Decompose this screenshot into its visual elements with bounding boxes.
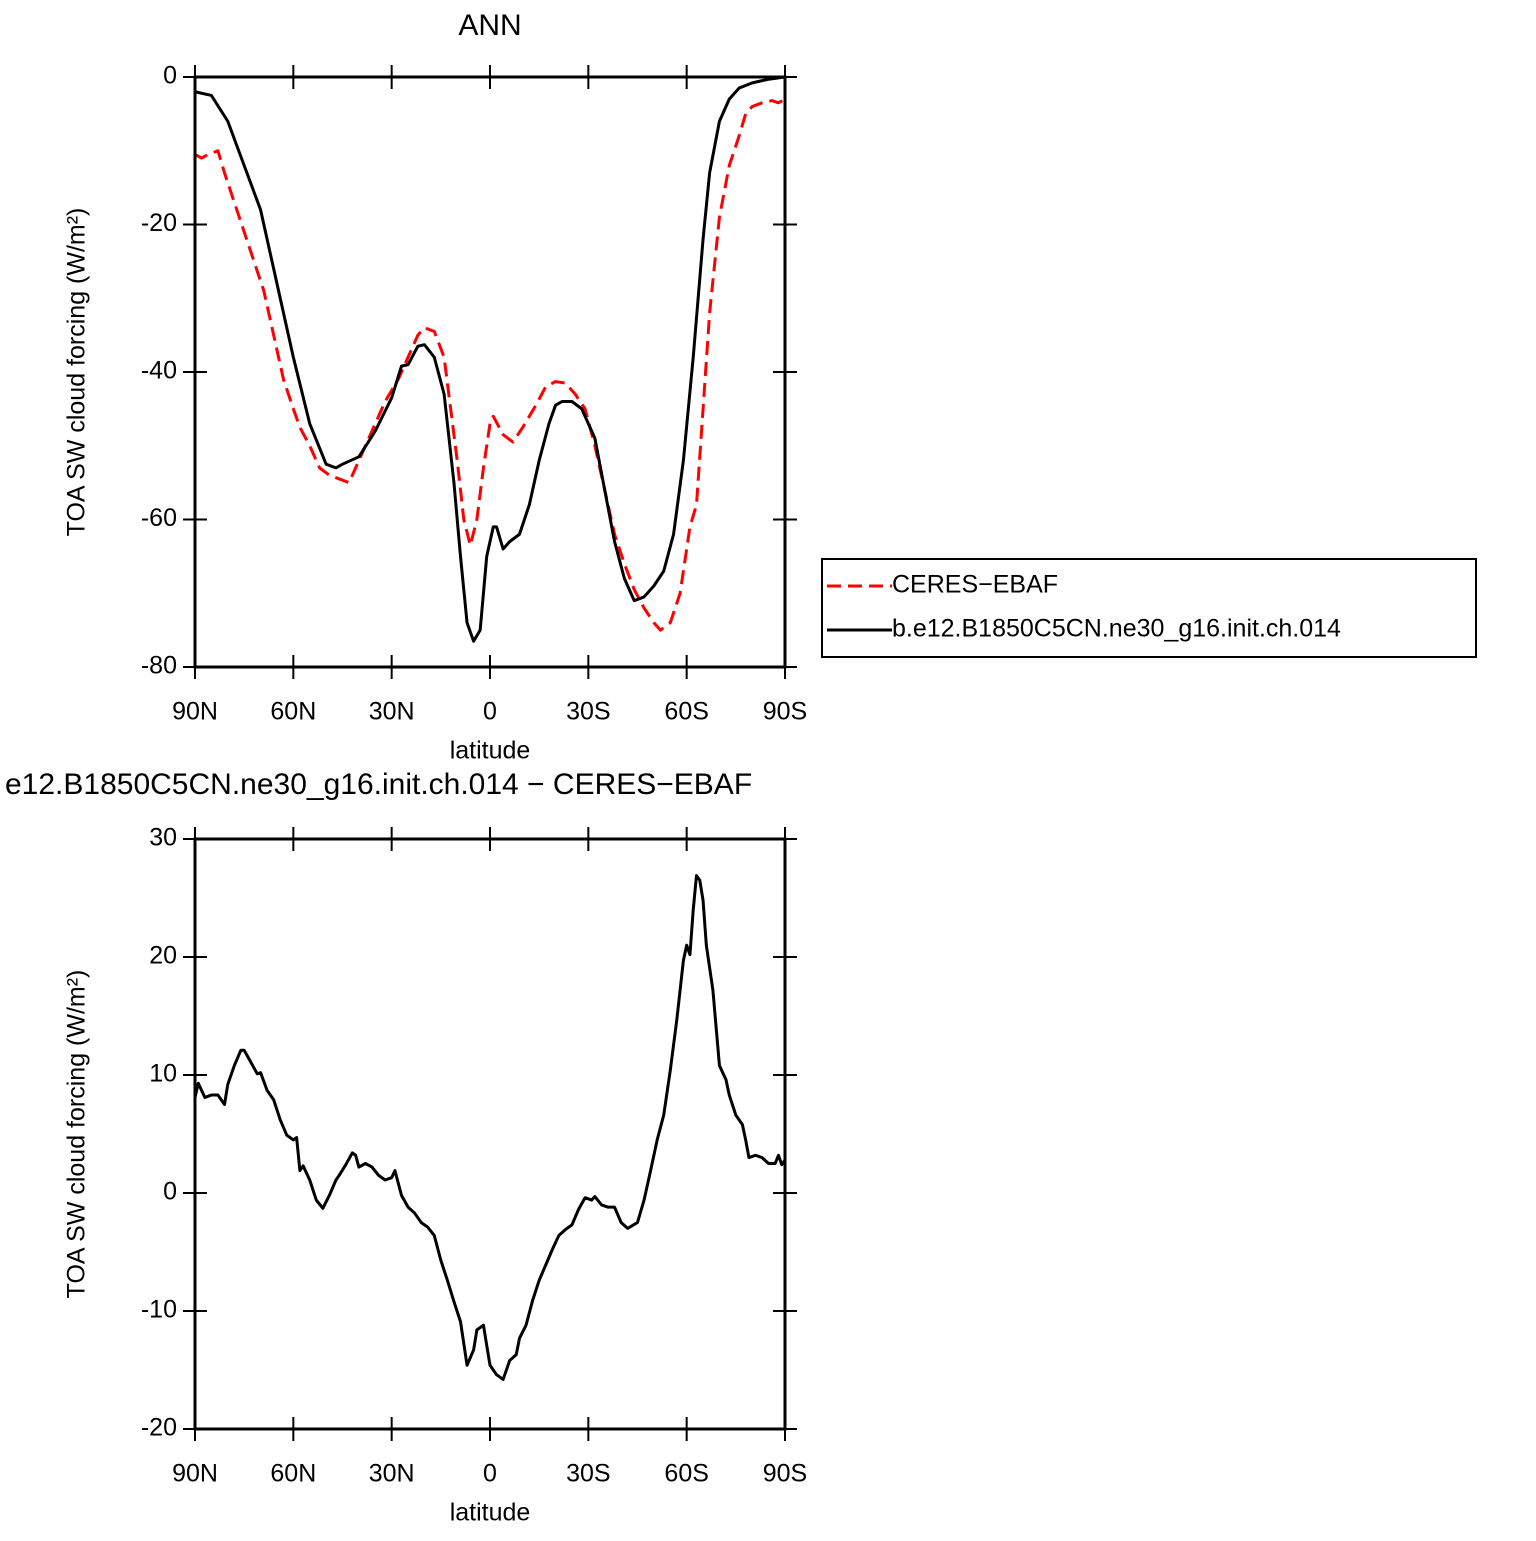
y-tick-label: -40 xyxy=(141,357,177,385)
x-tick-label: 90S xyxy=(763,1460,807,1488)
legend-label: b.e12.B1850C5CN.ne30_g16.init.ch.014 xyxy=(892,615,1341,643)
y-tick-label: -20 xyxy=(141,1414,177,1442)
x-tick-label: 90S xyxy=(763,698,807,726)
y-tick-label: 20 xyxy=(149,942,177,970)
chart-title: e12.B1850C5CN.ne30_g16.init.ch.014 − CER… xyxy=(5,768,752,801)
y-axis-label: TOA SW cloud forcing (W/m²) xyxy=(63,208,91,537)
y-tick-label: -20 xyxy=(141,209,177,237)
y-tick-label: 0 xyxy=(163,1178,177,1206)
data-line xyxy=(193,874,787,1381)
y-axis-label: TOA SW cloud forcing (W/m²) xyxy=(63,970,91,1299)
y-tick-label: 30 xyxy=(149,824,177,852)
legend-label: CERES−EBAF xyxy=(892,571,1058,599)
x-tick-label: 60S xyxy=(664,698,708,726)
y-tick-label: 0 xyxy=(163,62,177,90)
x-tick-label: 30N xyxy=(369,698,415,726)
x-axis-label: latitude xyxy=(450,737,531,765)
x-tick-label: 90N xyxy=(172,698,218,726)
x-tick-label: 30S xyxy=(566,1460,610,1488)
legend: CERES−EBAF b.e12.B1850C5CN.ne30_g16.init.… xyxy=(821,558,1477,658)
x-tick-label: 0 xyxy=(483,698,497,726)
x-tick-label: 90N xyxy=(172,1460,218,1488)
x-tick-label: 0 xyxy=(483,1460,497,1488)
x-tick-label: 30N xyxy=(369,1460,415,1488)
y-tick-label: -60 xyxy=(141,504,177,532)
x-axis-label: latitude xyxy=(450,1499,531,1527)
x-tick-label: 30S xyxy=(566,698,610,726)
chart-title: ANN xyxy=(458,9,521,42)
x-tick-label: 60S xyxy=(664,1460,708,1488)
plot-frame xyxy=(193,837,787,1431)
y-tick-label: -10 xyxy=(141,1296,177,1324)
x-tick-label: 60N xyxy=(270,698,316,726)
x-tick-label: 60N xyxy=(270,1460,316,1488)
legend-box xyxy=(821,558,1477,658)
y-tick-label: -80 xyxy=(141,652,177,680)
plot-frame xyxy=(193,75,787,669)
data-line xyxy=(194,97,786,632)
data-line xyxy=(194,75,786,643)
y-tick-label: 10 xyxy=(149,1060,177,1088)
